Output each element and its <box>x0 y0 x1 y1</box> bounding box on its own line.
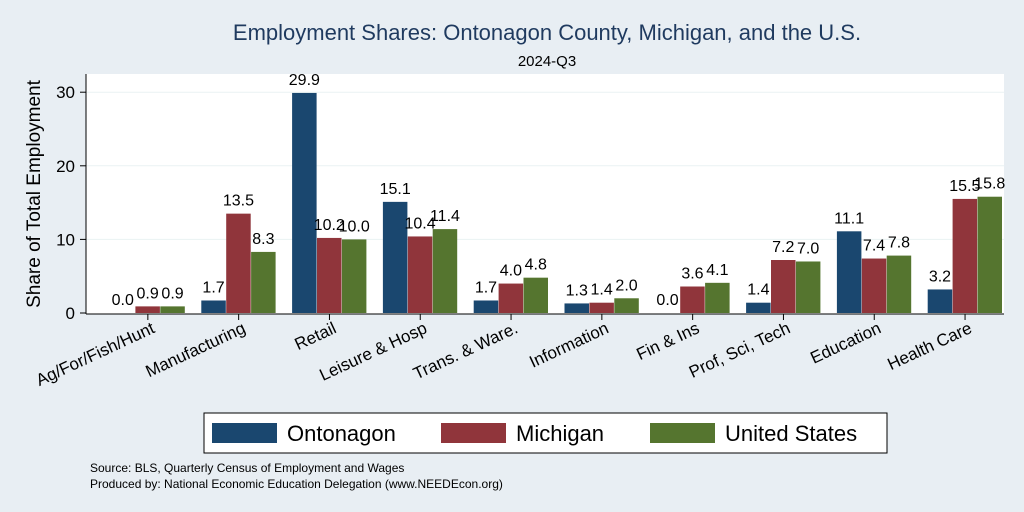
bar <box>952 198 978 313</box>
bar-value-label: 0.9 <box>161 285 183 302</box>
chart-subtitle: 2024-Q3 <box>518 53 576 70</box>
bar <box>498 283 524 313</box>
bar <box>201 300 226 313</box>
bar-value-label: 10.2 <box>314 217 345 234</box>
bar-value-label: 3.6 <box>681 266 703 283</box>
bar-value-label: 4.1 <box>706 262 728 279</box>
bar-value-label: 1.4 <box>747 282 769 299</box>
bar <box>680 286 705 313</box>
bar-value-label: 15.5 <box>949 178 980 195</box>
bar-value-label: 2.0 <box>615 277 637 294</box>
bar-value-label: 1.7 <box>475 279 497 296</box>
legend-box <box>203 412 888 454</box>
chart-title: Employment Shares: Ontonagon County, Mic… <box>233 20 861 45</box>
legend-label: Ontonagon <box>287 421 396 446</box>
bar <box>341 239 367 313</box>
bar-value-label: 7.2 <box>772 239 794 256</box>
bar-value-label: 0.9 <box>137 285 159 302</box>
bar <box>977 196 1002 313</box>
legend: Ontonagon Michigan United States <box>212 421 857 446</box>
bar-value-label: 7.8 <box>888 235 910 252</box>
bar-value-label: 1.7 <box>202 279 224 296</box>
bar <box>407 236 433 313</box>
bar <box>292 92 317 313</box>
legend-label: Michigan <box>516 421 604 446</box>
bar-value-label: 4.0 <box>500 263 522 280</box>
bar-value-label: 0.0 <box>656 292 678 309</box>
y-axis-ticks: 0 10 20 30 <box>56 83 86 323</box>
legend-key <box>650 423 715 443</box>
y-tick-label: 20 <box>56 157 75 176</box>
bar <box>589 302 614 313</box>
bar-value-label: 15.1 <box>380 181 411 198</box>
legend-key <box>441 423 506 443</box>
bar <box>705 282 730 313</box>
bar <box>251 251 276 313</box>
legend-key <box>212 423 277 443</box>
bar-value-label: 29.9 <box>289 72 320 89</box>
bar <box>473 300 499 313</box>
bar-value-label: 8.3 <box>252 231 274 248</box>
bar <box>523 277 548 313</box>
bar <box>382 201 408 313</box>
source-note: Source: BLS, Quarterly Census of Employm… <box>90 461 404 475</box>
bar-value-label: 1.3 <box>566 282 588 299</box>
bar-value-label: 7.0 <box>797 240 819 257</box>
bar <box>927 289 953 313</box>
legend-label: United States <box>725 421 857 446</box>
bar-value-label: 11.1 <box>834 210 864 227</box>
y-tick-label: 30 <box>56 83 75 102</box>
bar-labels: 0.0 0.9 0.9 1.713.58.329.910.210.015.110.41… <box>112 72 1006 309</box>
bar <box>861 258 887 313</box>
bar-value-label: 3.2 <box>929 268 951 285</box>
y-tick-label: 10 <box>56 230 75 249</box>
bar <box>886 255 912 313</box>
bar <box>746 302 771 313</box>
bar <box>226 213 251 313</box>
y-axis-title: Share of Total Employment <box>24 79 45 307</box>
bar-value-label: 4.8 <box>525 257 547 274</box>
bar <box>135 306 160 313</box>
bar-value-label: 10.4 <box>404 215 435 232</box>
bar <box>160 306 185 313</box>
bar <box>317 237 342 313</box>
bar-value-label: 7.4 <box>863 238 885 255</box>
bar-value-label: 1.4 <box>591 282 613 299</box>
bar-value-label: 11.4 <box>430 208 460 225</box>
bar-value-label: 0.0 <box>112 292 134 309</box>
y-tick-label: 0 <box>66 304 75 323</box>
bar <box>771 260 796 313</box>
bar-value-label: 10.0 <box>339 218 370 235</box>
bar <box>614 298 639 313</box>
bar <box>795 261 821 313</box>
bar-value-label: 13.5 <box>223 193 254 210</box>
bar-value-label: 15.8 <box>974 176 1005 193</box>
bars <box>135 92 1002 313</box>
bar <box>564 303 589 313</box>
bar <box>432 229 458 313</box>
bar <box>836 231 862 313</box>
producer-note: Produced by: National Economic Education… <box>90 477 503 491</box>
